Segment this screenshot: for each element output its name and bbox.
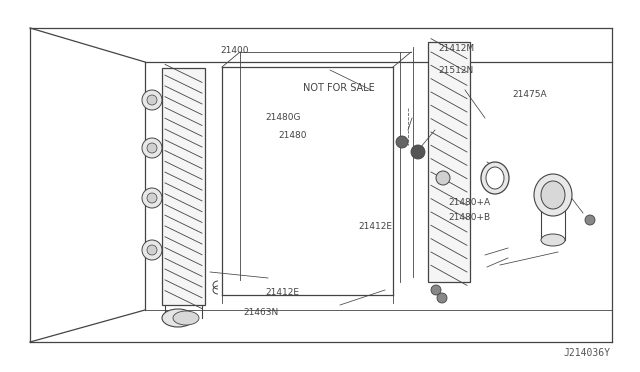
Text: 21412M: 21412M xyxy=(438,44,474,53)
Circle shape xyxy=(411,145,425,159)
Ellipse shape xyxy=(541,181,565,209)
Circle shape xyxy=(147,95,157,105)
Circle shape xyxy=(142,240,162,260)
Ellipse shape xyxy=(534,174,572,216)
Circle shape xyxy=(147,193,157,203)
Text: 21480+B: 21480+B xyxy=(448,213,490,222)
Circle shape xyxy=(147,143,157,153)
Text: 21412E: 21412E xyxy=(358,222,392,231)
Text: 21463N: 21463N xyxy=(243,308,278,317)
Circle shape xyxy=(585,215,595,225)
Circle shape xyxy=(436,171,450,185)
Text: NOT FOR SALE: NOT FOR SALE xyxy=(303,83,375,93)
Circle shape xyxy=(437,293,447,303)
Circle shape xyxy=(142,188,162,208)
Circle shape xyxy=(142,138,162,158)
Text: 21400: 21400 xyxy=(221,46,250,55)
Text: 21480G: 21480G xyxy=(266,113,301,122)
Text: 21480: 21480 xyxy=(278,131,307,140)
Circle shape xyxy=(142,90,162,110)
Circle shape xyxy=(147,245,157,255)
FancyBboxPatch shape xyxy=(162,68,205,305)
Text: 21412E: 21412E xyxy=(266,288,300,296)
Ellipse shape xyxy=(173,311,199,325)
Text: 21512N: 21512N xyxy=(438,66,474,75)
Circle shape xyxy=(431,285,441,295)
Text: J214036Y: J214036Y xyxy=(563,348,610,358)
Circle shape xyxy=(396,136,408,148)
FancyBboxPatch shape xyxy=(428,42,470,282)
Ellipse shape xyxy=(162,309,194,327)
Text: 21480+A: 21480+A xyxy=(448,198,490,207)
Text: 21475A: 21475A xyxy=(512,90,547,99)
Ellipse shape xyxy=(481,162,509,194)
Ellipse shape xyxy=(486,167,504,189)
Ellipse shape xyxy=(541,234,565,246)
